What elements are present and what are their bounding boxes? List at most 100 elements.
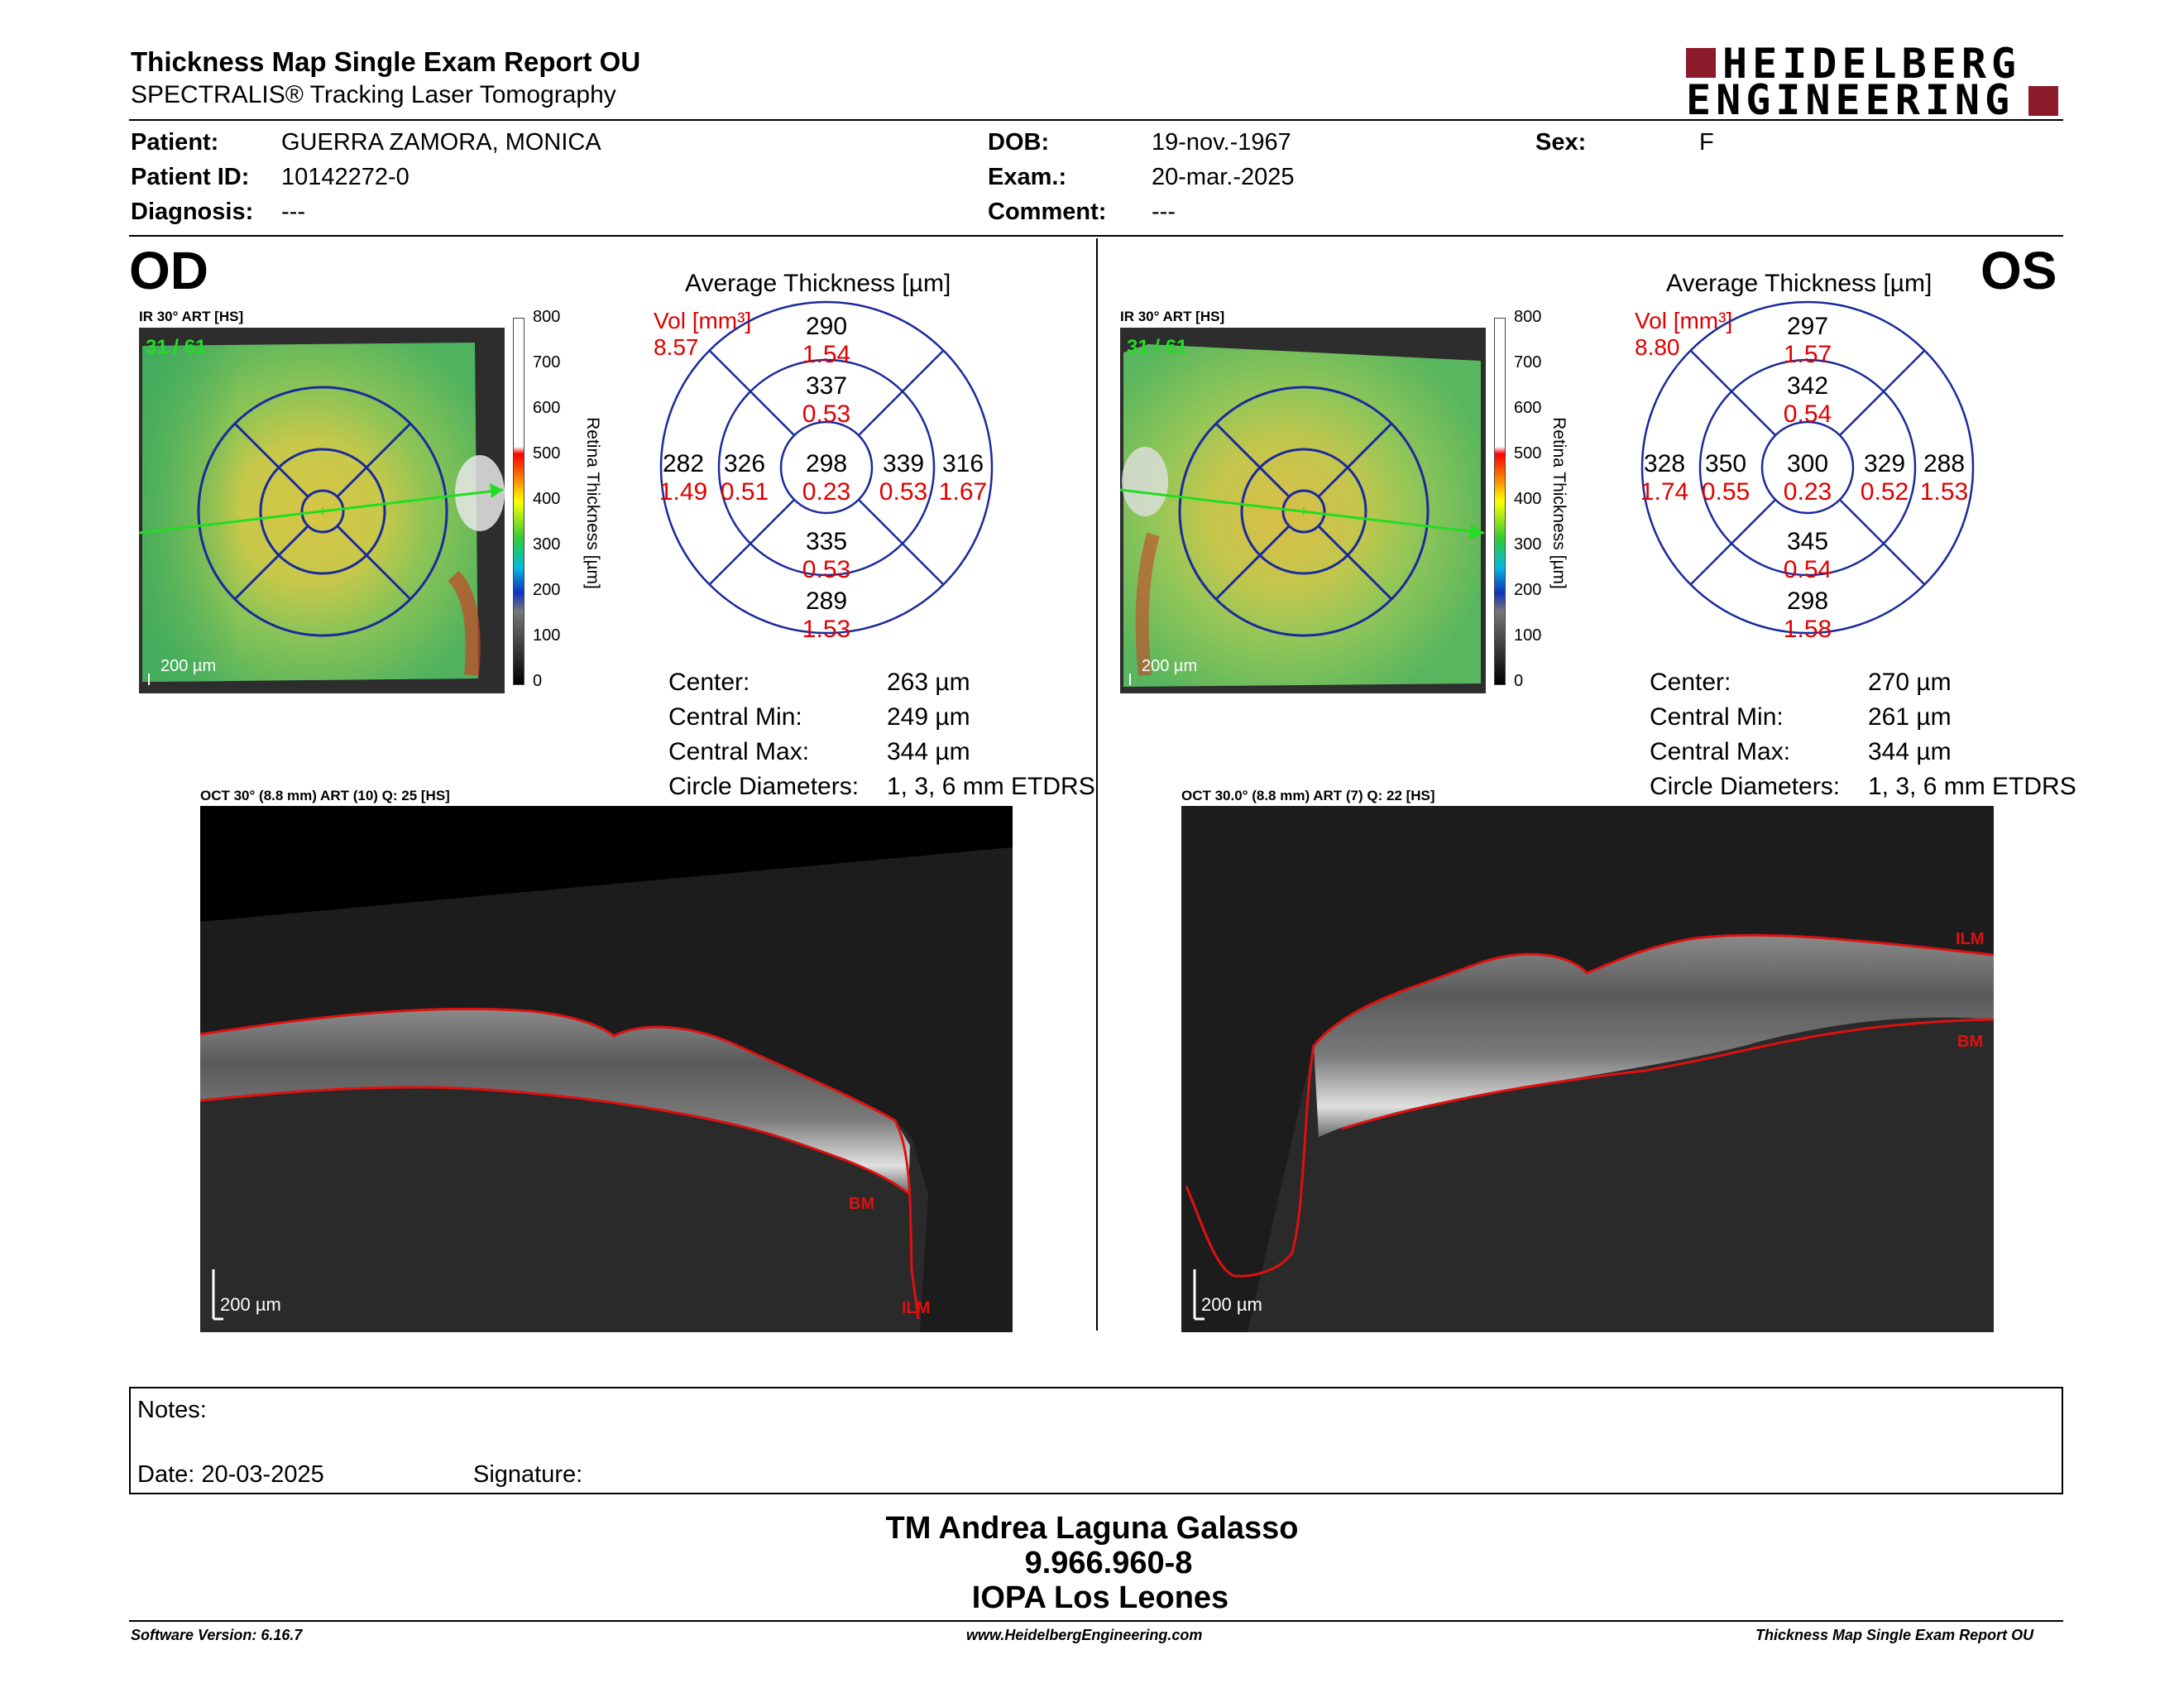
website-link[interactable]: www.HeidelbergEngineering.com: [966, 1627, 1203, 1643]
os-vessel-red: [1135, 532, 1160, 676]
od-map-fade: [142, 346, 242, 682]
os-nas-inner-vol: 0.52: [1860, 478, 1909, 506]
os-bm-line: [1341, 1018, 1994, 1130]
os-colorbar-label: Retina Thickness [µm]: [1549, 417, 1569, 589]
os-sup-inner: 342: [1786, 372, 1829, 400]
report-title: Thickness Map Single Exam Report OU: [131, 46, 641, 77]
os-tick-200: 200: [1514, 581, 1542, 599]
os-tick-700: 700: [1514, 353, 1542, 372]
os-temp-inner-vol: 0.55: [1701, 478, 1751, 506]
exam-value: 20-mar.-2025: [1152, 164, 1295, 190]
notes-label: Notes:: [137, 1397, 207, 1423]
od-max-label: Central Max:: [668, 738, 810, 765]
os-chart-inner-ring: [1698, 358, 1917, 577]
signature-label: Signature:: [473, 1461, 583, 1488]
os-diam-value: 1, 3, 6 mm ETDRS: [1868, 773, 2076, 800]
os-inf-inner-vol: 0.54: [1783, 556, 1832, 583]
os-tick-400: 400: [1514, 490, 1542, 508]
signer-rut: 9.966.960-8: [1024, 1546, 1193, 1580]
od-diam-value: 1, 3, 6 mm ETDRS: [887, 773, 1095, 800]
os-sup-inner-vol: 0.54: [1783, 400, 1832, 428]
os-nas-outer-vol: 1.53: [1919, 478, 1969, 506]
report-subtitle: SPECTRALIS® Tracking Laser Tomography: [131, 81, 616, 108]
od-frame-counter: 31 / 61: [146, 336, 207, 358]
od-center-cross: +: [318, 503, 328, 520]
os-ir-caption: IR 30° ART [HS]: [1120, 309, 1225, 324]
od-chart-divider-nw: [709, 350, 795, 436]
os-frame-counter: 31 / 61: [1127, 336, 1188, 358]
od-chart-title: Average Thickness [µm]: [685, 270, 951, 297]
od-tick-700: 700: [533, 353, 561, 372]
od-oct-scan: [200, 806, 1013, 1332]
od-chart-divider-ne: [858, 350, 944, 436]
os-tick-100: 100: [1514, 626, 1542, 645]
od-ilm-label: ILM: [902, 1299, 931, 1317]
os-temp-outer-vol: 1.74: [1640, 478, 1689, 506]
os-nas-outer: 288: [1923, 450, 1966, 477]
dob-label: DOB:: [988, 129, 1050, 156]
os-center-label: Center:: [1650, 669, 1731, 696]
logo-square-bottom: [2028, 86, 2058, 116]
os-max-value: 344 µm: [1868, 738, 1952, 765]
os-scan-arrow: [1469, 525, 1484, 539]
os-etdrs-chart: [1640, 300, 1975, 635]
od-inf-inner: 335: [805, 528, 848, 555]
od-ir-caption: IR 30° ART [HS]: [139, 309, 244, 324]
od-tick-300: 300: [533, 535, 561, 554]
diagnosis-label: Diagnosis:: [131, 199, 254, 225]
od-eye-label: OD: [129, 241, 208, 300]
os-sectors: 297 1.57 342 0.54 328 1.74 350 0.55 300 …: [1638, 298, 1977, 643]
od-bm-label: BM: [849, 1195, 875, 1213]
sex-label: Sex:: [1535, 129, 1587, 156]
od-scan-arrow: [490, 483, 503, 498]
logo-line-1: HEIDELBERG: [1722, 40, 2022, 88]
od-temp-outer-vol: 1.49: [659, 478, 708, 506]
od-oct-retina: [200, 1009, 910, 1193]
od-etdrs-chart: [659, 300, 994, 635]
od-oct-caption: OCT 30° (8.8 mm) ART (10) Q: 25 [HS]: [200, 788, 450, 803]
os-oct-caption: OCT 30.0° (8.8 mm) ART (7) Q: 22 [HS]: [1181, 788, 1435, 803]
os-chart-divider-sw: [1690, 499, 1776, 585]
os-inf-outer: 298: [1786, 587, 1829, 615]
od-tick-500: 500: [533, 444, 561, 463]
od-tick-800: 800: [533, 308, 561, 326]
od-ilm-line: [200, 1007, 920, 1320]
exam-label: Exam.:: [988, 164, 1067, 190]
comment-label: Comment:: [988, 199, 1107, 225]
dob-value: 19-nov.-1967: [1152, 129, 1291, 156]
os-thickness-map: +: [1120, 328, 1486, 693]
os-sup-outer: 297: [1786, 313, 1829, 340]
od-tick-400: 400: [533, 490, 561, 508]
od-nas-inner-vol: 0.53: [879, 478, 928, 506]
od-sectors: 290 1.54 337 0.53 282 1.49 326 0.51 298 …: [657, 298, 996, 643]
os-etdrs-grid: [1178, 386, 1430, 637]
od-sup-inner: 337: [805, 372, 848, 400]
od-sup-outer: 290: [805, 313, 848, 340]
od-center-value: 263 µm: [887, 669, 970, 696]
od-center-vol: 0.23: [802, 478, 851, 506]
od-inf-outer-vol: 1.53: [802, 616, 851, 643]
header-divider: [129, 119, 2063, 121]
os-oct-retina: [1314, 935, 1994, 1137]
os-ir-scale: 200 µm: [1142, 657, 1198, 675]
comment-value: ---: [1152, 199, 1176, 225]
notes-box[interactable]: Notes: Date: 20-03-2025 Signature:: [129, 1387, 2063, 1494]
software-version: Software Version: 6.16.7: [131, 1627, 303, 1643]
os-temp-inner: 350: [1704, 450, 1747, 477]
od-nas-outer: 316: [941, 450, 984, 477]
od-ir-scale: 200 µm: [160, 657, 217, 675]
od-chart-divider-sw: [709, 499, 795, 585]
od-chart-inner-ring: [717, 358, 936, 577]
od-temp-inner-vol: 0.51: [720, 478, 769, 506]
od-chart-outer-ring: [659, 300, 994, 635]
patient-id-label: Patient ID:: [131, 164, 250, 190]
od-scan-line: [139, 488, 504, 535]
os-center-vol: 0.23: [1783, 478, 1832, 506]
od-center-label: Center:: [668, 669, 750, 696]
od-max-value: 344 µm: [887, 738, 970, 765]
os-ilm-line: [1185, 933, 1994, 1278]
os-min-label: Central Min:: [1650, 703, 1784, 731]
os-bm-label: BM: [1957, 1033, 1984, 1051]
os-center-cross: +: [1300, 503, 1309, 520]
od-center: 298: [805, 450, 848, 477]
